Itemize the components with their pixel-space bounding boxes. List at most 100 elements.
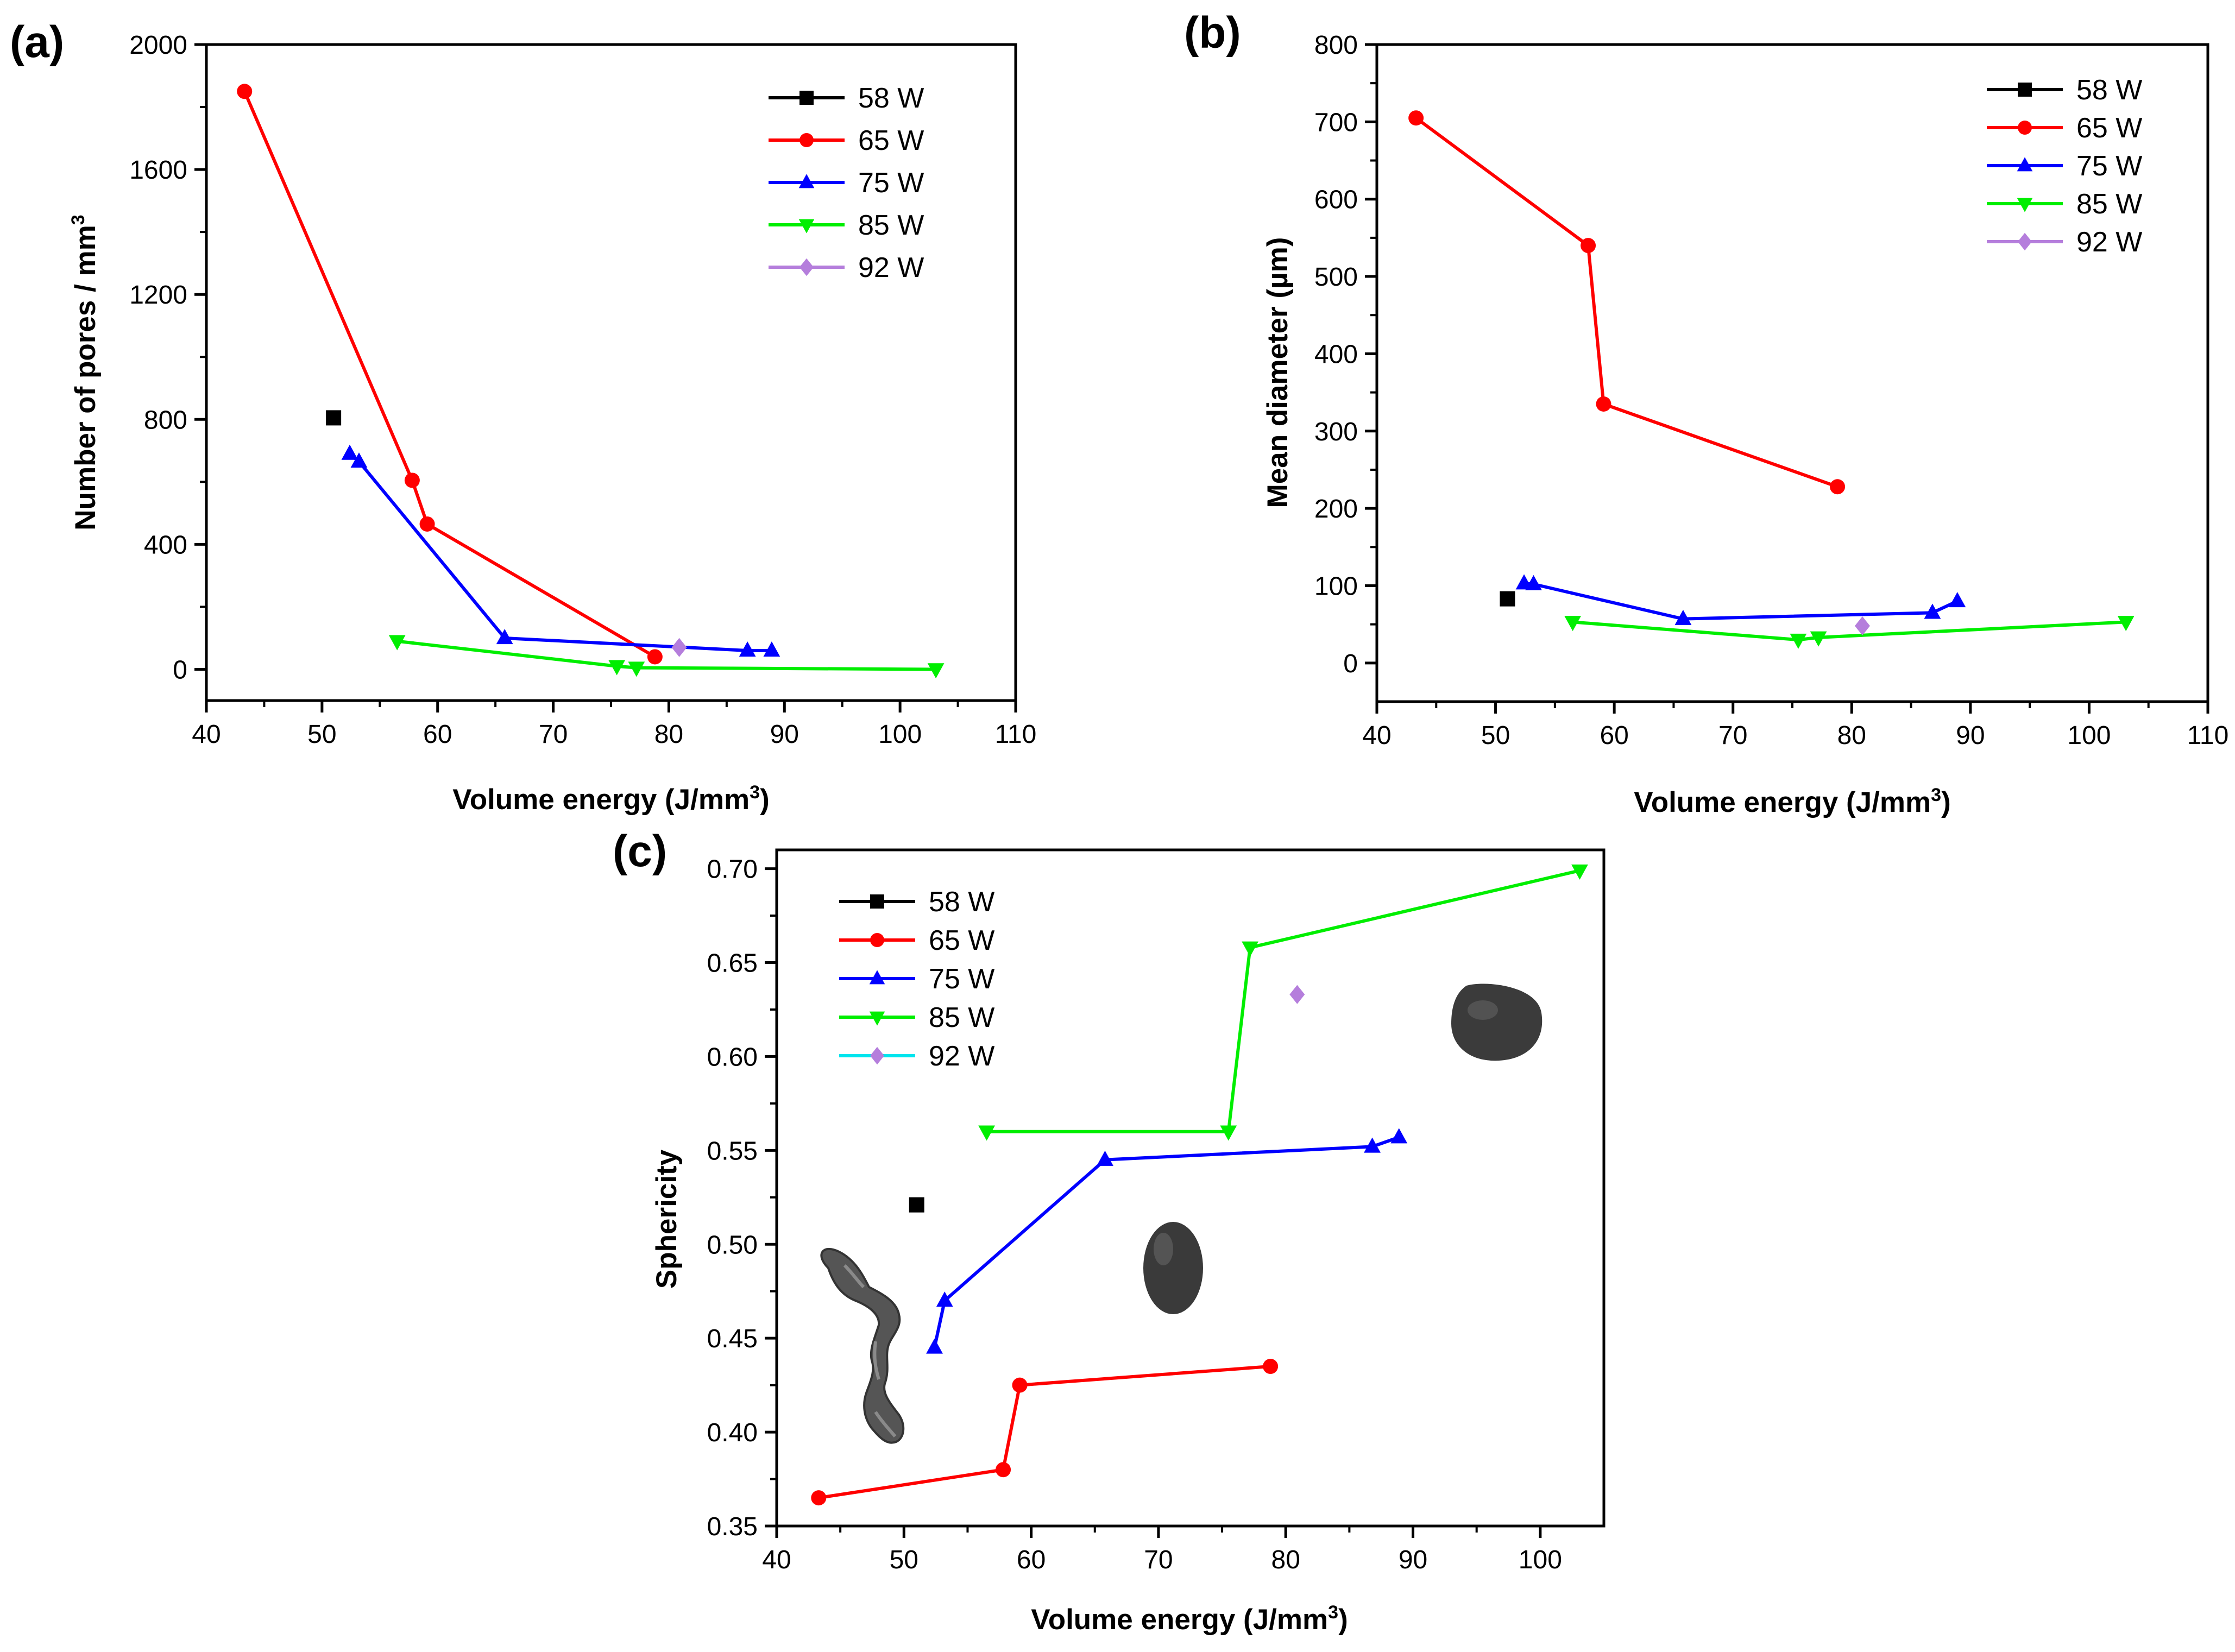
panel-a-series-65w-point bbox=[237, 84, 253, 99]
panel-b-legend-item: 75 W bbox=[1987, 150, 2142, 182]
panel-a-letter: (a) bbox=[10, 17, 64, 67]
panel-c-y-tick-label: 0.40 bbox=[707, 1418, 758, 1447]
panel-a-x-tick-label: 80 bbox=[654, 720, 683, 749]
panel-c-legend-label: 85 W bbox=[929, 1002, 994, 1033]
panel-b-series-65w-point bbox=[1408, 110, 1424, 126]
panel-c-series-85w-point bbox=[1242, 941, 1259, 957]
panel-a-y-tick-label: 1600 bbox=[129, 156, 187, 185]
panel-a-legend-item: 65 W bbox=[769, 125, 924, 156]
panel-a-series-85w-line bbox=[396, 639, 936, 671]
panel-c-y-tick-label: 0.65 bbox=[707, 949, 758, 978]
panel-a-series-75w-point bbox=[496, 629, 513, 645]
panel-c-series-75w-point bbox=[1390, 1128, 1408, 1144]
panel-b-series-65w-point bbox=[1830, 479, 1846, 495]
panel-a-legend-marker bbox=[799, 91, 814, 105]
panel-b-legend-label: 75 W bbox=[2076, 150, 2142, 182]
panel-b-y-tick-label: 300 bbox=[1314, 418, 1358, 446]
panel-a-xlabel: Volume energy (J/mm3) bbox=[452, 782, 769, 816]
panel-a-legend-marker bbox=[798, 219, 815, 234]
panel-b-series-75w-point bbox=[1924, 603, 1941, 619]
panel-a-legend-item: 85 W bbox=[769, 210, 924, 241]
panel-c-legend-marker bbox=[870, 1046, 884, 1065]
spherical-pore-image bbox=[1451, 983, 1543, 1061]
panel-b-legend-item: 85 W bbox=[1987, 188, 2142, 220]
elongated-pore-image bbox=[1143, 1222, 1203, 1314]
panel-b-legend-label: 65 W bbox=[2076, 112, 2142, 144]
panel-b-legend-label: 58 W bbox=[2076, 74, 2142, 106]
panel-c-legend-label: 65 W bbox=[929, 925, 994, 956]
panel-a-legend-label: 85 W bbox=[858, 210, 924, 241]
panel-b-series-75w-point bbox=[1949, 592, 1966, 608]
panel-b-series-65w-line bbox=[1415, 116, 1839, 489]
panel-a-x-tick-label: 60 bbox=[423, 720, 452, 749]
panel-a-legend: 58 W 65 W 75 W 85 W 92 W bbox=[769, 83, 924, 283]
panel-c-y-tick-label: 0.50 bbox=[707, 1231, 758, 1259]
panel-a-y-tick-label: 400 bbox=[144, 531, 187, 559]
panel-a-x-tick-label: 70 bbox=[539, 720, 568, 749]
panel-b-legend-marker bbox=[2017, 198, 2033, 212]
panel-c-letter: (c) bbox=[613, 827, 667, 876]
panel-b-legend-marker bbox=[2018, 121, 2032, 135]
panel-b-x-tick-label: 90 bbox=[1956, 721, 1985, 750]
panel-c-legend: 58 W 65 W 75 W 85 W 92 W bbox=[839, 886, 994, 1072]
panel-a-legend-item: 75 W bbox=[769, 167, 924, 199]
panel-b-legend-marker bbox=[2017, 157, 2033, 172]
panel-a-series-75w-point bbox=[350, 452, 368, 468]
panel-a-legend-label: 65 W bbox=[858, 125, 924, 156]
panel-b-x-tick-label: 110 bbox=[2187, 721, 2229, 750]
panel-a-series-92w-point bbox=[671, 638, 687, 657]
panel-b-legend-item: 58 W bbox=[1987, 74, 2142, 106]
panel-b-x-tick-label: 50 bbox=[1481, 721, 1510, 750]
panel-c-legend-marker bbox=[869, 970, 885, 985]
panel-c-legend-marker bbox=[869, 1011, 885, 1026]
panel-c-legend-item: 65 W bbox=[839, 925, 994, 956]
panel-c-y-tick-label: 0.45 bbox=[707, 1325, 758, 1353]
panel-c-series-92w-point bbox=[1289, 985, 1305, 1004]
panel-c-y-tick-label: 0.35 bbox=[707, 1512, 758, 1541]
panel-c-chart: 40 50 60 70 80 90 100 0.35 0.40 0.45 0.50 0.55 0.60 0… bbox=[707, 855, 1588, 1574]
panel-a-x-tick-label: 40 bbox=[192, 720, 221, 749]
panel-b-legend-item: 92 W bbox=[1987, 226, 2142, 258]
panel-b-series-75w-point bbox=[1525, 575, 1542, 590]
panel-c-x-tick-label: 90 bbox=[1399, 1546, 1427, 1574]
panel-a-legend-marker bbox=[799, 258, 814, 276]
panel-c-xlabel: Volume energy (J/mm3) bbox=[1031, 1602, 1348, 1636]
panel-c-series-75w-point bbox=[1364, 1137, 1381, 1153]
panel-b-series-85w-point bbox=[1810, 631, 1827, 647]
panel-c-x-tick-label: 80 bbox=[1271, 1546, 1300, 1574]
panel-b: (b) 40 50 60 70 80 90 100 110 0 100 200 300 400 500 60… bbox=[1184, 8, 2228, 818]
panel-b-legend-marker bbox=[2018, 83, 2032, 97]
panel-b-xlabel: Volume energy (J/mm3) bbox=[1634, 785, 1950, 818]
panel-c-series-75w-point bbox=[926, 1338, 943, 1354]
panel-a-series-75w-point bbox=[341, 444, 358, 460]
panel-c-x-tick-label: 50 bbox=[890, 1546, 918, 1574]
panel-b-y-tick-label: 600 bbox=[1314, 186, 1358, 215]
panel-b-y-tick-label: 700 bbox=[1314, 108, 1358, 137]
panel-b-x-tick-label: 60 bbox=[1600, 721, 1628, 750]
panel-c-series-85w-point bbox=[1571, 864, 1588, 880]
panel-a-ylabel: Number of pores / mm3 bbox=[68, 215, 102, 530]
panel-b-x-tick-label: 70 bbox=[1718, 721, 1747, 750]
panel-c-legend-item: 75 W bbox=[839, 963, 994, 995]
panel-c-legend-label: 58 W bbox=[929, 886, 994, 918]
panel-c-legend-label: 92 W bbox=[929, 1041, 994, 1072]
panel-b-series-75w-line bbox=[1523, 582, 1959, 621]
panel-b-ylabel: Mean diameter (µm) bbox=[1262, 237, 1294, 508]
panel-c-series-65w-line bbox=[818, 1365, 1271, 1500]
panel-c-series-85w-line bbox=[986, 869, 1581, 1133]
panel-b-series-58w-point bbox=[1500, 591, 1515, 607]
panel-a-series-75w-point bbox=[763, 641, 780, 657]
panel-b-series-65w-point bbox=[1596, 396, 1611, 412]
panel-b-series-92w-point bbox=[1854, 616, 1870, 635]
panel-a-x-tick-label: 50 bbox=[307, 720, 336, 749]
panel-c-plot-frame bbox=[775, 848, 1606, 1528]
panel-a-y-tick-label: 800 bbox=[144, 406, 187, 434]
panel-c-x-tick-label: 60 bbox=[1017, 1546, 1046, 1574]
panel-b-y-tick-label: 0 bbox=[1343, 650, 1358, 678]
panel-c-legend-marker bbox=[870, 933, 884, 947]
panel-b-legend-label: 92 W bbox=[2076, 226, 2142, 258]
panel-b-chart: 40 50 60 70 80 90 100 110 0 100 200 300 400 500 600 700… bbox=[1314, 31, 2228, 750]
panel-b-series-75w-point bbox=[1674, 609, 1692, 625]
panel-c-y-tick-label: 0.55 bbox=[707, 1137, 758, 1165]
panel-c-legend-item: 85 W bbox=[839, 1002, 994, 1033]
